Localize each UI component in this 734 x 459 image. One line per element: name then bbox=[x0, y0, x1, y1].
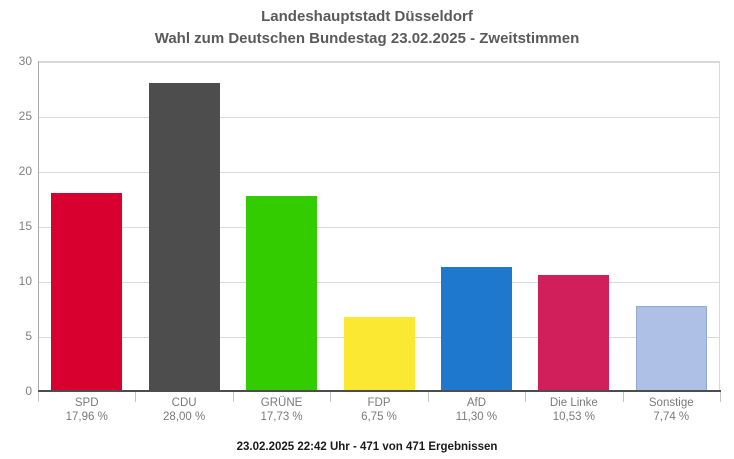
category-separator-tick bbox=[427, 392, 429, 402]
footer-timestamp: 23.02.2025 22:42 Uhr - 471 von 471 Ergeb… bbox=[236, 441, 498, 453]
y-axis-line bbox=[38, 61, 39, 391]
category-separator-tick bbox=[38, 392, 39, 402]
bar-cdu[interactable] bbox=[148, 83, 220, 391]
chart-title-line-2: Wahl zum Deutschen Bundestag 23.02.2025 … bbox=[154, 30, 580, 47]
y-tick-label: 5 bbox=[25, 329, 32, 343]
chart-title-line-1: Landeshauptstadt Düsseldorf bbox=[261, 8, 473, 25]
x-axis-line bbox=[38, 390, 721, 392]
party-name: CDU bbox=[171, 397, 197, 409]
y-tick-label: 20 bbox=[18, 164, 32, 178]
party-percentage: 10,53 % bbox=[552, 411, 595, 423]
category-separator-tick bbox=[330, 392, 332, 402]
chart-title: Landeshauptstadt Düsseldorf Wahl zum Deu… bbox=[0, 6, 734, 50]
bar-afd[interactable] bbox=[440, 266, 512, 391]
category-label-spd: SPD 17,96 % bbox=[38, 396, 135, 424]
gridline bbox=[38, 227, 719, 228]
plot-area bbox=[38, 61, 720, 391]
bar-grüne[interactable] bbox=[246, 195, 318, 391]
party-name: GRÜNE bbox=[260, 397, 303, 409]
category-label-fdp: FDP 6,75 % bbox=[330, 396, 427, 424]
party-percentage: 6,75 % bbox=[361, 411, 397, 423]
party-name: Die Linke bbox=[549, 397, 598, 409]
bar-sonstige[interactable] bbox=[635, 305, 707, 391]
category-label-grüne: GRÜNE 17,73 % bbox=[233, 396, 330, 424]
bar-fdp[interactable] bbox=[343, 316, 415, 391]
category-separator-tick bbox=[720, 392, 721, 402]
category-separator-tick bbox=[232, 392, 234, 402]
category-label-cdu: CDU 28,00 % bbox=[135, 396, 232, 424]
bar-spd[interactable] bbox=[51, 193, 123, 391]
category-separator-tick bbox=[622, 392, 624, 402]
y-tick-label: 0 bbox=[25, 384, 32, 398]
party-name: FDP bbox=[367, 397, 391, 409]
party-percentage: 28,00 % bbox=[163, 411, 206, 423]
y-tick-label: 15 bbox=[18, 219, 32, 233]
category-label-afd: AfD 11,30 % bbox=[428, 396, 525, 424]
party-percentage: 7,74 % bbox=[653, 411, 690, 423]
category-separator-tick bbox=[135, 392, 137, 402]
y-tick-label: 10 bbox=[18, 274, 32, 288]
party-percentage: 11,30 % bbox=[455, 411, 498, 423]
gridline bbox=[38, 282, 719, 283]
party-percentage: 17,73 % bbox=[260, 411, 303, 423]
y-tick-label: 25 bbox=[18, 109, 32, 123]
category-label-sonstige: Sonstige 7,74 % bbox=[623, 396, 720, 424]
party-name: AfD bbox=[466, 397, 486, 409]
party-name: Sonstige bbox=[648, 397, 694, 409]
bar-die-linke[interactable] bbox=[538, 275, 610, 391]
category-label-die-linke: Die Linke 10,53 % bbox=[525, 396, 622, 424]
category-separator-tick bbox=[525, 392, 527, 402]
party-percentage: 17,96 % bbox=[65, 411, 108, 423]
party-name: SPD bbox=[74, 397, 99, 409]
gridline bbox=[38, 117, 719, 118]
gridline bbox=[38, 172, 719, 173]
y-tick-label: 30 bbox=[18, 54, 32, 68]
gridline bbox=[38, 62, 719, 63]
